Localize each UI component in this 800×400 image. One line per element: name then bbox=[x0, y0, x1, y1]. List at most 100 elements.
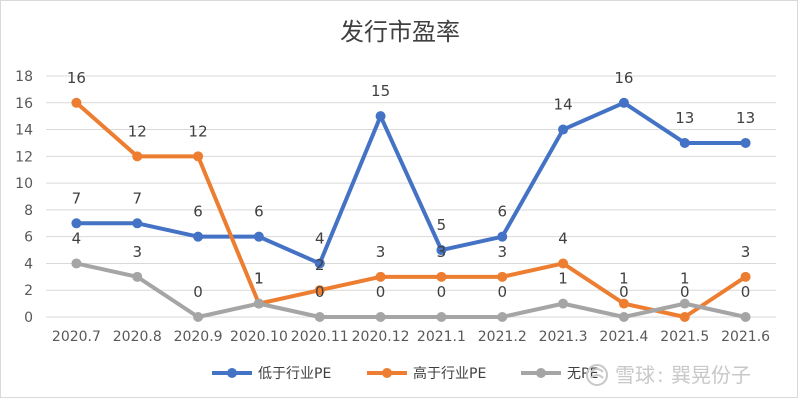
watermark: 雪球 : 巽晃份子 bbox=[586, 363, 751, 387]
legend-item: 高于行业PE bbox=[367, 365, 486, 382]
data-label: 3 bbox=[497, 243, 507, 261]
data-label: 4 bbox=[558, 229, 568, 247]
data-label: 12 bbox=[189, 122, 208, 140]
data-label: 3 bbox=[741, 243, 751, 261]
series-1: 7 7 6 6 4 15 5 6 14 16 13 13 bbox=[71, 69, 755, 269]
data-point bbox=[618, 97, 629, 108]
data-label: 4 bbox=[72, 229, 82, 247]
gridlines bbox=[46, 75, 776, 318]
x-tick-label: 2021.2 bbox=[478, 329, 527, 345]
data-label: 0 bbox=[376, 283, 386, 301]
chart-title: 发行市盈率 bbox=[340, 18, 460, 46]
data-point bbox=[253, 231, 264, 242]
y-tick-label: 0 bbox=[24, 310, 33, 326]
data-label: 3 bbox=[376, 243, 386, 261]
x-tick-label: 2020.12 bbox=[352, 329, 410, 345]
x-tick-label: 2020.10 bbox=[230, 329, 288, 345]
data-label: 13 bbox=[675, 109, 694, 127]
data-label: 6 bbox=[497, 203, 507, 221]
data-label: 5 bbox=[437, 216, 447, 234]
y-tick-label: 10 bbox=[15, 176, 33, 192]
x-tick-label: 2021.5 bbox=[660, 329, 709, 345]
y-tick-label: 12 bbox=[15, 149, 33, 165]
data-point bbox=[314, 285, 325, 296]
data-label: 16 bbox=[67, 69, 86, 87]
y-tick-label: 6 bbox=[24, 230, 33, 246]
y-tick-label: 14 bbox=[15, 123, 33, 139]
watermark-author: 巽晃份子 bbox=[671, 363, 751, 387]
data-point bbox=[375, 312, 386, 322]
snowball-logo-icon bbox=[586, 364, 608, 386]
series-line bbox=[74, 100, 748, 266]
data-point bbox=[436, 271, 447, 282]
legend-item: 低于行业PE bbox=[212, 366, 331, 382]
data-point bbox=[132, 218, 143, 229]
legend-swatch-marker bbox=[382, 368, 392, 378]
x-tick-label: 2021.3 bbox=[539, 329, 588, 345]
data-point bbox=[436, 312, 447, 322]
data-label: 12 bbox=[128, 122, 147, 140]
data-point bbox=[740, 137, 751, 148]
series-line bbox=[74, 261, 748, 319]
y-tick-label: 2 bbox=[24, 283, 33, 299]
data-label: 4 bbox=[315, 229, 325, 247]
series-line bbox=[74, 100, 748, 319]
data-point bbox=[193, 151, 204, 162]
data-label: 13 bbox=[736, 109, 755, 127]
data-point bbox=[193, 312, 204, 322]
data-label: 14 bbox=[554, 96, 573, 114]
data-point bbox=[679, 312, 690, 322]
y-tick-label: 18 bbox=[15, 69, 33, 85]
data-point bbox=[497, 231, 508, 242]
data-label: 15 bbox=[371, 82, 390, 100]
data-point bbox=[314, 258, 325, 269]
data-point bbox=[375, 111, 386, 122]
data-label: 1 bbox=[254, 270, 264, 288]
data-label: 1 bbox=[619, 270, 629, 288]
data-point bbox=[132, 271, 143, 282]
data-label: 0 bbox=[315, 283, 325, 301]
data-point bbox=[618, 312, 629, 322]
x-axis-ticks: 2020.7 2020.8 2020.9 2020.10 2020.11 2020.12 2… bbox=[52, 329, 770, 345]
data-label: 16 bbox=[614, 69, 633, 87]
x-tick-label: 2020.11 bbox=[291, 329, 349, 345]
data-point bbox=[740, 271, 751, 282]
data-label: 1 bbox=[680, 270, 690, 288]
data-point bbox=[253, 298, 264, 309]
legend-swatch-marker bbox=[536, 368, 546, 378]
data-point bbox=[740, 312, 751, 322]
data-label: 0 bbox=[193, 283, 203, 301]
data-point bbox=[558, 258, 569, 269]
data-label: 7 bbox=[72, 189, 82, 207]
data-point bbox=[679, 137, 690, 148]
data-point bbox=[558, 124, 569, 135]
data-label: 0 bbox=[741, 283, 751, 301]
y-tick-label: 4 bbox=[24, 256, 33, 272]
data-point bbox=[497, 312, 508, 322]
data-label: 0 bbox=[497, 283, 507, 301]
y-tick-label: 8 bbox=[24, 203, 33, 219]
data-point bbox=[71, 218, 82, 229]
y-tick-label: 16 bbox=[15, 96, 33, 112]
x-tick-label: 2020.7 bbox=[52, 329, 101, 345]
data-point bbox=[193, 231, 204, 242]
watermark-site: 雪球 bbox=[615, 363, 655, 387]
x-tick-label: 2021.6 bbox=[721, 329, 770, 345]
data-label: 6 bbox=[254, 203, 264, 221]
x-tick-label: 2021.1 bbox=[417, 329, 466, 345]
x-tick-label: 2021.4 bbox=[599, 329, 648, 345]
data-label: 1 bbox=[254, 270, 264, 288]
data-label: 3 bbox=[437, 243, 447, 261]
data-point bbox=[679, 298, 690, 309]
legend-label: 无PE bbox=[567, 366, 598, 382]
legend-label: 低于行业PE bbox=[258, 366, 331, 382]
data-point bbox=[314, 312, 325, 322]
data-point bbox=[132, 151, 143, 162]
data-point bbox=[558, 298, 569, 309]
data-point bbox=[71, 258, 82, 269]
data-point bbox=[375, 271, 386, 282]
